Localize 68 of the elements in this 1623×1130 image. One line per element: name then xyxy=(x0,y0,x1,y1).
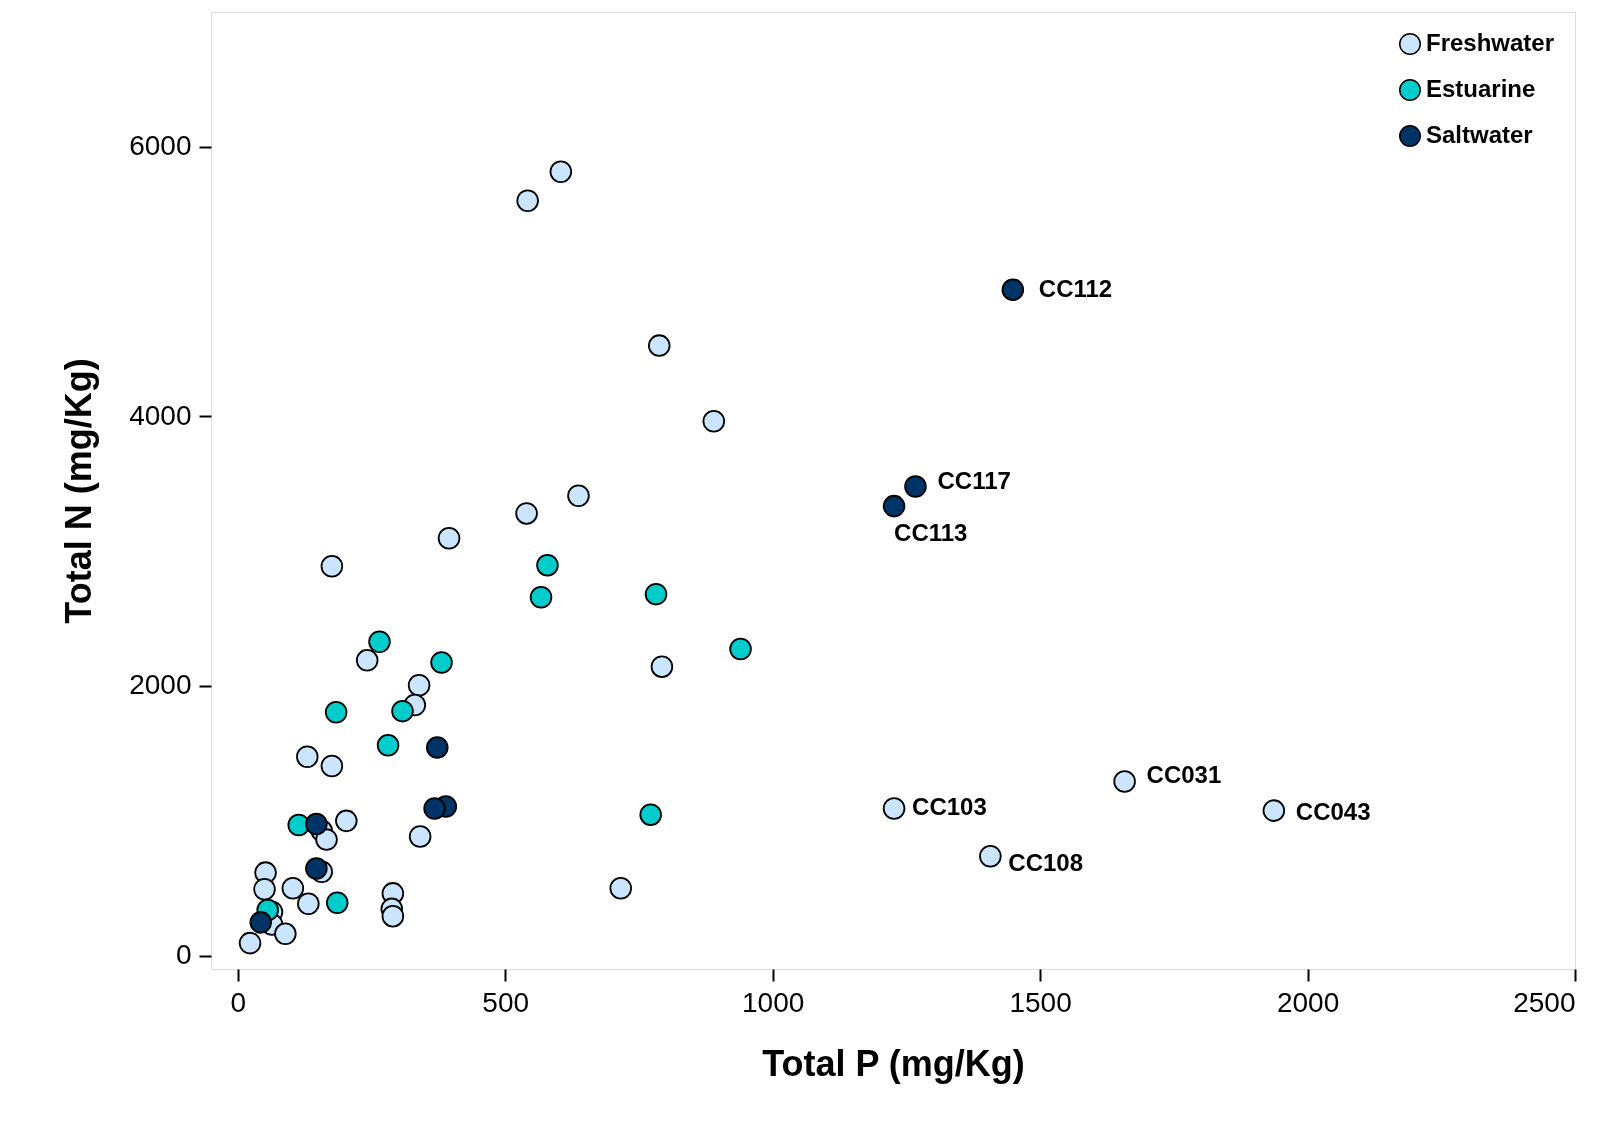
point xyxy=(325,891,349,914)
point xyxy=(650,655,674,678)
point xyxy=(335,809,358,833)
point xyxy=(407,674,431,697)
y-tick-label: 6000 xyxy=(129,130,192,162)
x-tick-label: 500 xyxy=(482,986,530,1018)
point xyxy=(324,700,348,724)
point xyxy=(368,630,391,653)
point xyxy=(702,409,726,433)
x-axis-title: Total P (mg/Kg) xyxy=(762,1042,1025,1084)
annotation: CC108 xyxy=(1008,849,1084,877)
x-tick-label: 0 xyxy=(230,986,247,1018)
point xyxy=(515,502,538,525)
point xyxy=(426,736,449,759)
point xyxy=(423,797,446,820)
point xyxy=(376,734,400,757)
legend-label: Saltwater xyxy=(1426,121,1533,148)
y-tick-label: 0 xyxy=(175,939,192,971)
point xyxy=(296,745,319,768)
point xyxy=(516,189,539,212)
point xyxy=(430,651,453,674)
point xyxy=(529,586,553,609)
point xyxy=(1262,799,1286,822)
point xyxy=(391,699,414,723)
point xyxy=(882,797,906,820)
point xyxy=(1001,278,1025,301)
point xyxy=(609,877,632,900)
x-tick-label: 1000 xyxy=(742,986,805,1018)
point xyxy=(381,904,405,928)
point xyxy=(979,844,1002,868)
point xyxy=(1113,770,1136,793)
annotation: CC113 xyxy=(894,519,968,547)
point xyxy=(281,877,305,900)
annotation: CC117 xyxy=(937,467,1011,495)
point xyxy=(253,877,276,901)
annotation: CC043 xyxy=(1295,797,1371,825)
point xyxy=(320,555,344,578)
x-tick-label: 2000 xyxy=(1276,986,1340,1018)
point xyxy=(320,754,344,778)
y-tick-label: 2000 xyxy=(129,669,192,701)
x-tick-label: 1500 xyxy=(1009,986,1072,1018)
annotation: CC031 xyxy=(1146,760,1222,788)
point xyxy=(305,812,328,836)
point xyxy=(549,160,573,183)
x-tick-label: 2500 xyxy=(1513,986,1576,1018)
legend-label: Freshwater xyxy=(1426,29,1555,56)
point xyxy=(297,892,320,916)
point xyxy=(639,803,662,826)
point xyxy=(238,931,262,955)
point xyxy=(882,494,906,518)
point xyxy=(249,911,273,934)
point xyxy=(274,922,297,946)
point xyxy=(536,553,559,577)
point xyxy=(647,334,671,357)
point xyxy=(355,649,379,672)
point xyxy=(567,484,590,507)
point xyxy=(305,857,328,880)
point xyxy=(904,475,927,498)
annotation: CC103 xyxy=(912,793,987,821)
y-tick-label: 4000 xyxy=(129,399,192,431)
point xyxy=(408,825,432,848)
point xyxy=(644,582,668,606)
point xyxy=(729,637,752,661)
legend-label: Estuarine xyxy=(1426,75,1536,102)
annotation: CC112 xyxy=(1038,274,1113,302)
y-axis-title: Total N (mg/Kg) xyxy=(58,358,100,624)
point xyxy=(315,828,338,851)
point xyxy=(437,526,461,550)
